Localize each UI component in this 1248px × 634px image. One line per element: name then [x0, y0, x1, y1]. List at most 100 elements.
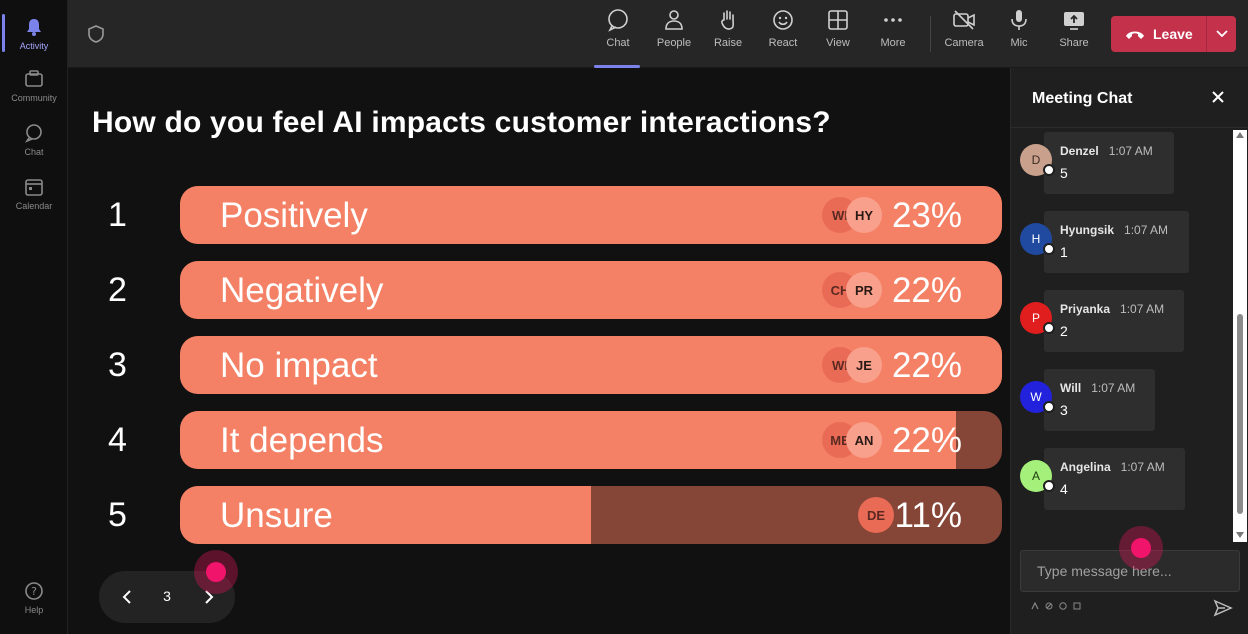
close-icon[interactable] [1209, 88, 1227, 106]
sender-name: Priyanka [1060, 302, 1111, 316]
community-icon [23, 68, 45, 90]
meeting-chat-panel: Meeting Chat Denzel 1:07 AM 5 D Hyungsik 1:07… [1010, 68, 1248, 634]
chat-button[interactable]: Chat [592, 8, 644, 68]
scroll-down-arrow[interactable] [1236, 532, 1244, 538]
emoji-icon[interactable] [1059, 602, 1067, 610]
message-header: Denzel 1:07 AM [1060, 142, 1174, 160]
raise-hand-button[interactable]: Raise [702, 8, 754, 64]
voter-avatar: JE [846, 347, 882, 383]
toolbar-label: More [880, 37, 906, 49]
shield-icon[interactable] [86, 24, 106, 44]
send-icon[interactable] [1213, 599, 1233, 617]
share-button[interactable]: Share [1048, 8, 1100, 64]
message-list[interactable]: Denzel 1:07 AM 5 D Hyungsik 1:07 AM 1 H Priyanka… [1011, 128, 1233, 542]
rail-item-chat[interactable]: Chat [0, 112, 68, 166]
chat-message[interactable]: Denzel 1:07 AM 5 D [1011, 128, 1233, 194]
camera-button[interactable]: Camera [938, 8, 990, 64]
sender-name: Angelina [1060, 460, 1111, 474]
option-bar[interactable]: Unsure DE 11% [180, 486, 1002, 544]
toolbar-label: View [826, 37, 850, 49]
chat-message[interactable]: Hyungsik 1:07 AM 1 H [1011, 207, 1233, 273]
chat-message[interactable]: Will 1:07 AM 3 W [1011, 365, 1233, 431]
leave-options[interactable] [1207, 16, 1236, 52]
chat-message[interactable]: Angelina 1:07 AM 4 A [1011, 444, 1233, 510]
option-bar[interactable]: Positively WI HY 23% [180, 186, 1002, 244]
svg-text:?: ? [31, 585, 37, 598]
option-bar[interactable]: Negatively CH PR 22% [180, 261, 1002, 319]
voter-avatar: HY [846, 197, 882, 233]
chat-scrollbar[interactable] [1233, 130, 1247, 542]
poll-option[interactable]: 1 Positively WI HY 23% [68, 186, 1010, 244]
leave-main[interactable]: Leave [1111, 16, 1206, 52]
scroll-up-arrow[interactable] [1236, 132, 1244, 138]
avatar[interactable]: A [1020, 460, 1052, 492]
poll-option[interactable]: 3 No impact WI JE 22% [68, 336, 1010, 394]
rail-item-activity[interactable]: Activity [0, 6, 68, 60]
gif-icon[interactable] [1073, 602, 1081, 610]
message-text: 2 [1060, 323, 1068, 339]
bell-icon [23, 16, 45, 38]
react-button[interactable]: React [757, 8, 809, 64]
chat-message[interactable]: Priyanka 1:07 AM 2 P [1011, 286, 1233, 352]
option-number: 5 [108, 496, 127, 534]
more-button[interactable]: More [867, 8, 919, 64]
option-bar[interactable]: No impact WI JE 22% [180, 336, 1002, 394]
people-button[interactable]: People [648, 8, 700, 64]
rail-label: Chat [24, 146, 44, 157]
rail-item-community[interactable]: Community [0, 58, 68, 112]
more-dots-icon [881, 8, 905, 32]
help-icon: ? [23, 580, 45, 602]
scroll-thumb[interactable] [1237, 314, 1243, 514]
leave-label: Leave [1153, 26, 1193, 42]
chat-header: Meeting Chat [1011, 68, 1248, 128]
option-number: 2 [108, 271, 127, 309]
message-time: 1:07 AM [1120, 302, 1165, 316]
attach-icon[interactable] [1045, 602, 1053, 610]
option-percent: 22% [891, 271, 962, 310]
option-number: 3 [108, 346, 127, 384]
rail-label: Community [11, 92, 57, 103]
voter-avatar: AN [846, 422, 882, 458]
message-bubble: Priyanka 1:07 AM 2 [1044, 290, 1184, 352]
poll-option[interactable]: 4 It depends ME AN 22% [68, 411, 1010, 469]
meeting-toolbar: Chat People Raise React View More [68, 0, 1248, 68]
mic-button[interactable]: Mic [993, 8, 1045, 64]
poll-option[interactable]: 5 Unsure DE 11% [68, 486, 1010, 544]
poll-option[interactable]: 2 Negatively CH PR 22% [68, 261, 1010, 319]
rail-item-calendar[interactable]: Calendar [0, 166, 68, 220]
rail-item-help[interactable]: ? Help [0, 570, 68, 624]
option-bar-fill [180, 486, 591, 544]
option-label: It depends [220, 421, 384, 460]
presence-status-icon [1043, 401, 1055, 413]
option-label: No impact [220, 346, 378, 385]
message-header: Will 1:07 AM [1060, 379, 1155, 397]
chevron-left-icon[interactable] [115, 585, 139, 609]
toolbar-label: React [768, 37, 798, 49]
message-bubble: Hyungsik 1:07 AM 1 [1044, 211, 1189, 273]
toolbar-divider [930, 16, 931, 52]
leave-button[interactable]: Leave [1111, 16, 1236, 52]
message-input[interactable]: Type message here... [1020, 550, 1240, 592]
chevron-right-icon[interactable] [197, 585, 221, 609]
message-text: 1 [1060, 244, 1068, 260]
message-time: 1:07 AM [1091, 381, 1136, 395]
presence-status-icon [1043, 243, 1055, 255]
view-button[interactable]: View [812, 8, 864, 64]
message-time: 1:07 AM [1120, 460, 1165, 474]
grid-view-icon [826, 8, 850, 32]
formatting-toolbar [1031, 602, 1081, 610]
calendar-icon [23, 176, 45, 198]
message-text: 4 [1060, 481, 1068, 497]
message-header: Priyanka 1:07 AM [1060, 300, 1184, 318]
option-label: Negatively [220, 271, 384, 310]
format-icon[interactable] [1031, 602, 1039, 610]
option-bar[interactable]: It depends ME AN 22% [180, 411, 1002, 469]
poll-stage: How do you feel AI impacts customer inte… [68, 68, 1010, 634]
camera-off-icon [952, 8, 976, 32]
page-number: 3 [163, 588, 171, 604]
message-time: 1:07 AM [1124, 223, 1169, 237]
option-percent: 22% [891, 421, 962, 460]
rail-label: Calendar [15, 200, 53, 211]
leave-separator [1206, 16, 1207, 52]
cursor-indicator [1119, 526, 1163, 570]
